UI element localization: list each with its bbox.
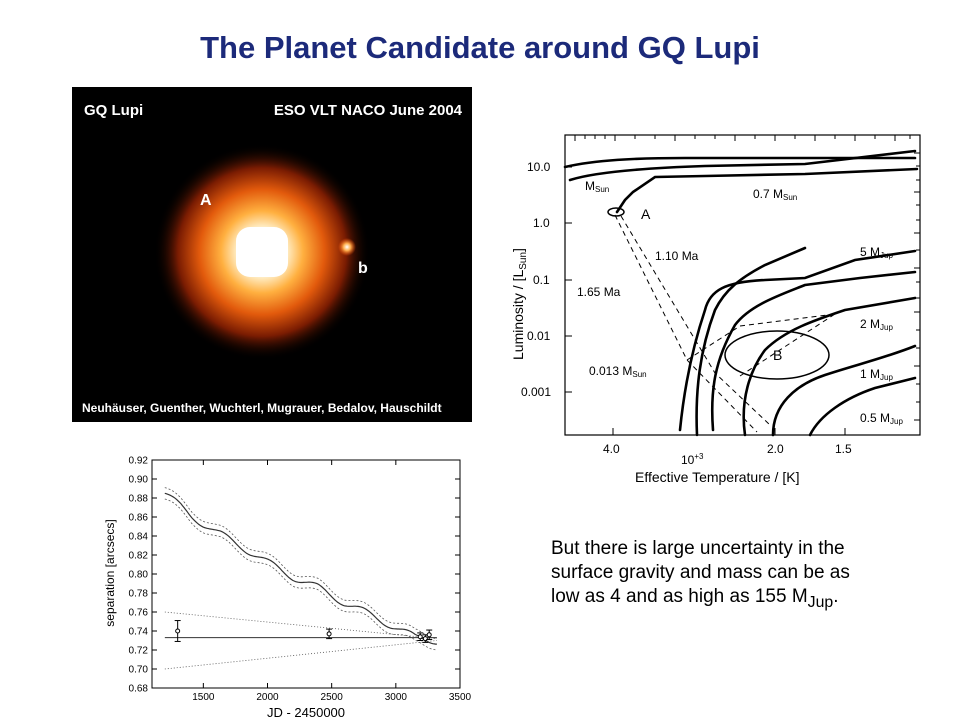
chart-y-tick-label: 0.70 — [129, 665, 149, 676]
separation-chart: 0.68 0.70 0.72 0.74 0.76 0.78 0.80 0.82 0.84 0.86… — [103, 456, 472, 720]
measurement-point — [426, 632, 432, 638]
chart-frame — [151, 459, 461, 689]
chart-y-tick-label: 0.76 — [129, 608, 149, 619]
track-1-jup — [742, 296, 917, 437]
track-2-jup — [710, 270, 917, 432]
object-label: GQ Lupi — [84, 102, 143, 119]
label-m-sun: MSun — [585, 179, 609, 194]
chart-y-tick-label: 0.80 — [129, 570, 149, 581]
chart-y-tick-label: 0.74 — [129, 627, 149, 638]
chart-y-tick-label: 0.68 — [129, 684, 149, 695]
label-0013-msun: 0.013 MSun — [589, 364, 647, 379]
hr-x-tick: 2.0 — [767, 442, 784, 456]
slide-title: The Planet Candidate around GQ Lupi — [200, 30, 760, 65]
hr-y-tick: 0.1 — [533, 273, 550, 287]
track-07-sun — [615, 167, 919, 214]
hr-diagram: 10.0 1.0 0.1 0.01 0.001 4.0 2.0 1.5 10+3… — [510, 134, 921, 485]
star-a-core — [236, 227, 288, 277]
instrument-label: ESO VLT NACO June 2004 — [274, 102, 463, 119]
companion-b — [338, 238, 356, 256]
label-2-mjup: 2 MJup — [860, 317, 893, 332]
label-age-165: 1.65 Ma — [577, 285, 621, 299]
track-top — [563, 156, 917, 169]
isochrone-upper — [686, 313, 836, 361]
hr-plot-frame — [564, 134, 921, 436]
note-text: But there is large uncertainty in the su… — [551, 537, 851, 615]
chart-y-tick-label: 0.72 — [129, 646, 149, 657]
chart-x-tick-label: 3000 — [385, 692, 408, 703]
chart-y-tick-label: 0.88 — [129, 494, 149, 505]
track-5-jup-inner — [695, 246, 807, 437]
chart-y-tick-label: 0.84 — [129, 532, 149, 543]
isochrone-110 — [614, 214, 758, 433]
hr-right-ticks — [914, 152, 920, 421]
chart-x-tick-label: 2000 — [256, 692, 279, 703]
hr-x-tick: 4.0 — [603, 442, 620, 456]
label-05-mjup: 0.5 MJup — [860, 411, 903, 426]
image-credits: Neuhäuser, Guenther, Wuchterl, Mugrauer,… — [82, 401, 442, 415]
companion-b-label: b — [358, 260, 368, 277]
orbital-model-lower — [164, 498, 437, 651]
chart-y-tick-label: 0.90 — [129, 475, 149, 486]
star-a-label: A — [200, 192, 212, 209]
chart-y-axis-label: separation [arcsecs] — [103, 519, 117, 626]
label-07-msun: 0.7 MSun — [753, 187, 797, 202]
label-point-a: A — [641, 206, 651, 222]
hr-y-tick: 0.001 — [521, 385, 551, 399]
hr-bottom-ticks — [612, 428, 846, 435]
track-sun — [568, 149, 917, 182]
chart-y-tick-label: 0.78 — [129, 589, 149, 600]
hr-y-axis-label: Luminosity / [LSun] — [510, 248, 529, 360]
measurement-point — [417, 634, 423, 640]
hr-x-axis-label: Effective Temperature / [K] — [635, 469, 799, 485]
hr-top-ticks — [574, 135, 911, 141]
track-05-jup — [771, 344, 917, 437]
note-subscript: Jup — [807, 593, 834, 611]
envelope-lower-line — [164, 640, 437, 670]
hr-x-exponent: 10+3 — [681, 452, 704, 467]
hr-y-tick: 10.0 — [527, 160, 551, 174]
chart-x-tick-label: 3500 — [449, 692, 472, 703]
hr-x-tick: 1.5 — [835, 442, 852, 456]
note-end: . — [833, 586, 839, 607]
chart-y-tick-label: 0.92 — [129, 456, 149, 467]
point-a-marker — [607, 207, 625, 217]
measurement-point — [175, 628, 181, 634]
orbital-model-upper — [164, 487, 437, 639]
envelope-upper-line — [164, 611, 437, 639]
astronomical-image: GQ Lupi ESO VLT NACO June 2004 A b Neuhä… — [72, 87, 472, 422]
isochrone-lower — [739, 313, 836, 377]
hr-y-tick: 0.01 — [527, 329, 551, 343]
chart-y-tick-label: 0.82 — [129, 551, 149, 562]
label-point-b: B — [773, 347, 782, 363]
label-age-110: 1.10 Ma — [655, 249, 699, 263]
chart-x-tick-label: 1500 — [192, 692, 215, 703]
measurement-point — [326, 631, 332, 637]
note-body: But there is large uncertainty in the su… — [551, 538, 850, 607]
isochrone-165 — [620, 215, 771, 426]
chart-x-axis-label: JD - 2450000 — [267, 705, 345, 720]
point-b-ellipse — [724, 330, 830, 380]
chart-y-tick-label: 0.86 — [129, 513, 149, 524]
label-1-mjup: 1 MJup — [860, 367, 893, 382]
hr-y-tick: 1.0 — [533, 216, 550, 230]
hr-left-ticks — [565, 166, 572, 393]
track-5-jup — [678, 249, 917, 432]
label-5-mjup: 5 MJup — [860, 245, 893, 260]
orbital-model-line — [164, 492, 437, 645]
track-lowest — [808, 376, 917, 437]
chart-x-tick-label: 2500 — [321, 692, 344, 703]
